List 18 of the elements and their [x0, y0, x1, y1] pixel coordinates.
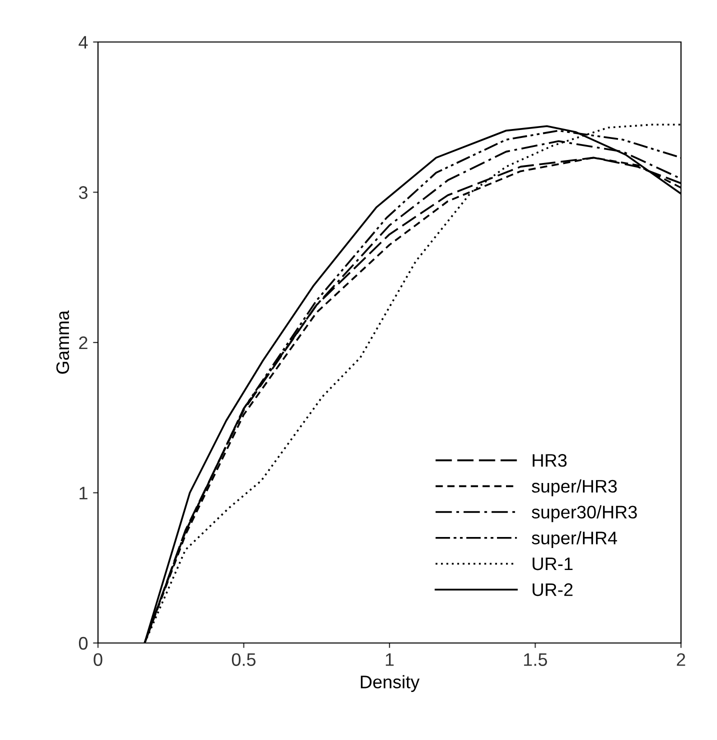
y-tick-label: 4 — [78, 36, 88, 49]
x-tick-label: 0 — [94, 653, 102, 666]
legend-label: super/HR3 — [532, 479, 617, 496]
legend-label: HR3 — [532, 454, 567, 467]
x-tick-label: 2 — [676, 653, 686, 666]
x-axis-title: Density — [360, 675, 420, 692]
legend-label: UR-2 — [532, 583, 573, 596]
y-tick-label: 1 — [80, 486, 88, 500]
y-tick-label: 2 — [79, 336, 88, 350]
x-tick-label: 0.5 — [232, 653, 256, 666]
legend-label: super/HR4 — [532, 531, 618, 548]
y-axis-title: Gamma — [56, 310, 70, 374]
x-tick-label: 1 — [386, 653, 394, 666]
y-tick-label: 0 — [78, 636, 88, 650]
legend-label: UR-1 — [532, 558, 573, 570]
x-tick-label: 1.5 — [524, 653, 548, 666]
y-tick-label: 3 — [78, 186, 88, 199]
legend-label: super30/HR3 — [532, 505, 637, 522]
